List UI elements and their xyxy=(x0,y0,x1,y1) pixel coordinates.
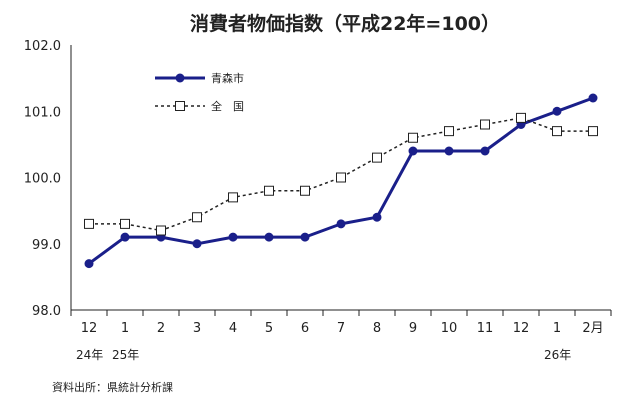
data-point xyxy=(372,152,382,163)
x-tick-label: 8 xyxy=(373,321,381,336)
data-point xyxy=(156,225,166,236)
x-tick-label: 1 xyxy=(553,321,561,336)
data-point xyxy=(408,132,418,143)
data-point xyxy=(120,218,130,229)
series-1 xyxy=(84,112,598,236)
year-labels: 24年 25年 26年 xyxy=(76,348,571,362)
x-tick-label: 3 xyxy=(193,321,201,336)
y-axis-labels: 98.0 99.0 100.0 101.0 102.0 xyxy=(24,39,61,319)
data-point xyxy=(552,126,562,137)
data-point xyxy=(336,172,346,183)
source-note: 資料出所：県統計分析課 xyxy=(52,380,173,394)
data-point xyxy=(336,219,346,229)
data-point xyxy=(192,212,202,223)
data-point xyxy=(228,232,238,242)
data-point xyxy=(300,232,310,242)
x-tick-label: 4 xyxy=(229,321,237,336)
y-tick-label: 99.0 xyxy=(32,238,61,253)
data-point xyxy=(192,239,202,249)
y-tick-label: 102.0 xyxy=(24,39,61,54)
data-point xyxy=(516,112,526,123)
data-point xyxy=(84,259,94,269)
data-point xyxy=(228,192,238,203)
data-point xyxy=(444,146,454,156)
data-point xyxy=(480,119,490,130)
x-tick-label: 12 xyxy=(513,321,530,336)
x-tick-label: 7 xyxy=(337,321,345,336)
x-tick-label: 10 xyxy=(441,321,458,336)
y-tick-label: 98.0 xyxy=(32,304,61,319)
x-axis-ticks xyxy=(70,310,612,316)
data-point xyxy=(372,212,382,222)
data-point xyxy=(84,218,94,229)
year-label: 26年 xyxy=(544,348,571,362)
x-tick-label: 5 xyxy=(265,321,273,336)
year-label: 24年 xyxy=(76,348,103,362)
year-label: 25年 xyxy=(112,348,139,362)
x-tick-label: 11 xyxy=(477,321,494,336)
x-tick-label: 9 xyxy=(409,321,417,336)
x-tick-label: 2月 xyxy=(582,321,603,336)
data-point xyxy=(480,146,490,156)
series-line xyxy=(89,117,593,232)
data-point xyxy=(588,93,598,103)
legend-label: 青森市 xyxy=(211,71,244,85)
data-point xyxy=(588,126,598,137)
x-tick-label: 6 xyxy=(301,321,309,336)
data-point xyxy=(264,185,274,196)
data-point xyxy=(264,232,274,242)
data-point xyxy=(300,185,310,196)
data-point xyxy=(408,146,418,156)
legend-label: 全 国 xyxy=(211,99,244,113)
x-tick-label: 1 xyxy=(121,321,129,336)
y-tick-label: 100.0 xyxy=(24,172,61,187)
legend-marker xyxy=(175,73,185,83)
chart-title: 消費者物価指数（平成22年=100） xyxy=(190,12,500,35)
data-point xyxy=(552,106,562,116)
x-tick-label: 12 xyxy=(81,321,98,336)
y-tick-label: 101.0 xyxy=(24,105,61,120)
data-point xyxy=(444,126,454,137)
data-point xyxy=(120,232,130,242)
legend-marker xyxy=(175,101,185,111)
x-axis-labels: 12 1 2 3 4 5 6 7 8 9 10 11 12 1 2月 xyxy=(81,321,604,336)
series-layer xyxy=(84,93,598,269)
x-tick-label: 2 xyxy=(157,321,165,336)
